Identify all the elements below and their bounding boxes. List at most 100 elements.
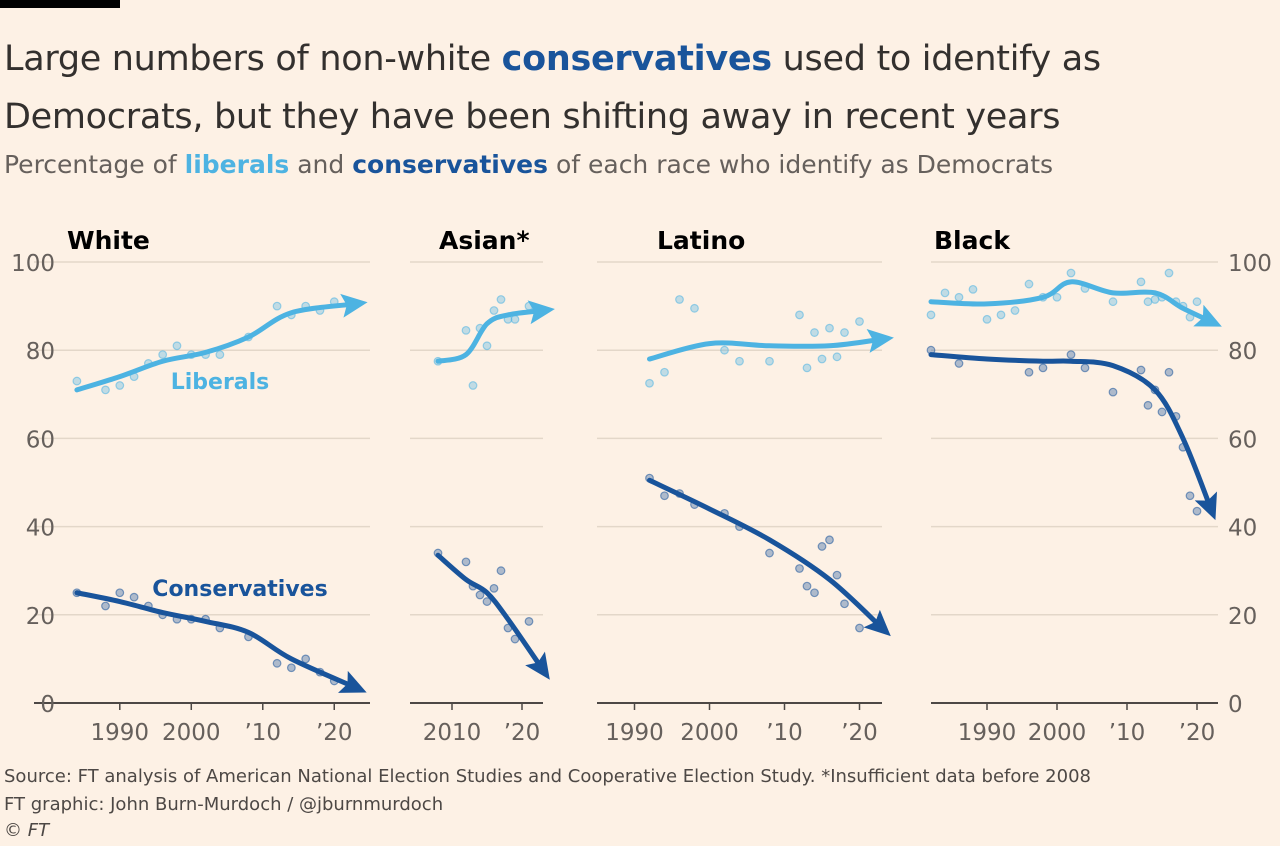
x-tick-label: 1990 [605,720,664,746]
y-tick-label: 0 [40,692,55,718]
data-point [510,314,520,324]
data-point [855,317,864,326]
data-point [272,658,282,668]
x-tick-label: ’20 [504,720,541,746]
chart-subtitle: Percentage of liberals and conservatives… [4,150,1053,179]
data-point [524,301,534,311]
data-point [496,295,506,304]
data-point [1052,292,1062,302]
data-point [129,592,139,602]
data-point [489,583,499,593]
x-tick-label: ’20 [316,720,353,746]
data-point [489,306,499,315]
data-point [802,363,812,373]
y-tick-label: 20 [26,604,55,630]
data-point [1192,506,1202,516]
data-point [720,345,729,355]
data-point [795,310,804,320]
data-point [496,566,506,576]
data-point [101,601,110,611]
series-label: Liberals [171,370,270,395]
x-tick-label: ’10 [1109,720,1146,746]
data-point [1192,297,1202,307]
y-tick-label: 60 [26,427,55,453]
data-point [286,663,296,673]
y-tick-label: 60 [1228,427,1257,453]
y-tick-label: 40 [26,516,55,542]
data-point [855,623,864,633]
data-point [810,588,819,598]
title-highlight: conservatives [501,39,772,79]
x-tick-label: 1990 [958,720,1017,746]
data-point [272,301,282,311]
y-tick-label: 40 [1228,516,1257,542]
data-point [825,323,834,333]
data-point [1136,277,1146,287]
data-point [660,491,669,501]
data-point [1066,268,1076,278]
trend-line [435,552,550,680]
x-tick-label: 2000 [680,720,739,746]
data-point [817,542,827,551]
trend-line [647,477,891,637]
data-point [1038,363,1048,373]
data-point [1143,400,1153,410]
data-point [735,356,744,366]
data-point [101,385,110,395]
chart-title: Large numbers of non-white conservatives… [4,30,1101,146]
data-point [817,354,827,364]
data-point [996,310,1006,320]
source-note: Source: FT analysis of American National… [4,766,1091,787]
data-point [1136,365,1146,375]
data-point [461,557,471,567]
data-point [1080,363,1090,373]
data-point [1024,279,1034,289]
data-point [1164,367,1174,377]
y-tick-label: 100 [11,251,55,277]
data-point [802,581,812,591]
x-tick-label: ’20 [1179,720,1216,746]
x-tick-label: 2000 [162,720,221,746]
data-point [660,367,669,377]
data-point [825,535,834,545]
data-point [765,548,774,558]
copyright: © FT [4,820,50,841]
trend-line [928,279,1222,327]
data-point [482,597,492,606]
data-point [968,284,978,294]
x-tick-label: ’10 [766,720,803,746]
series-label: Conservatives [152,577,327,602]
title-text: Democrats, but they have been shifting a… [4,97,1061,137]
data-point [482,341,492,351]
data-point [1066,350,1076,360]
data-point [301,654,311,664]
subtitle-highlight: liberals [184,150,290,179]
data-point [645,378,654,388]
data-point [72,376,82,386]
y-tick-label: 20 [1228,604,1257,630]
credit-note: FT graphic: John Burn-Murdoch / @jburnmu… [4,794,444,815]
data-point [840,328,849,337]
data-point [475,590,485,600]
data-point [765,356,774,366]
trend-line [647,329,894,362]
x-tick-label: 2010 [423,720,482,746]
data-point [215,350,225,360]
y-tick-label: 100 [1228,251,1272,277]
data-point [1108,387,1118,397]
data-point [940,288,950,298]
data-point [954,292,964,302]
trend-line [74,293,368,393]
data-point [795,564,804,573]
subtitle-highlight: conservatives [352,150,548,179]
data-point [982,314,992,324]
data-point [172,341,182,351]
data-point [810,328,819,337]
data-point [524,617,534,626]
brand-bar [0,0,120,8]
trend-line [928,352,1217,521]
data-point [468,381,478,390]
title-text: used to identify as [771,39,1102,79]
